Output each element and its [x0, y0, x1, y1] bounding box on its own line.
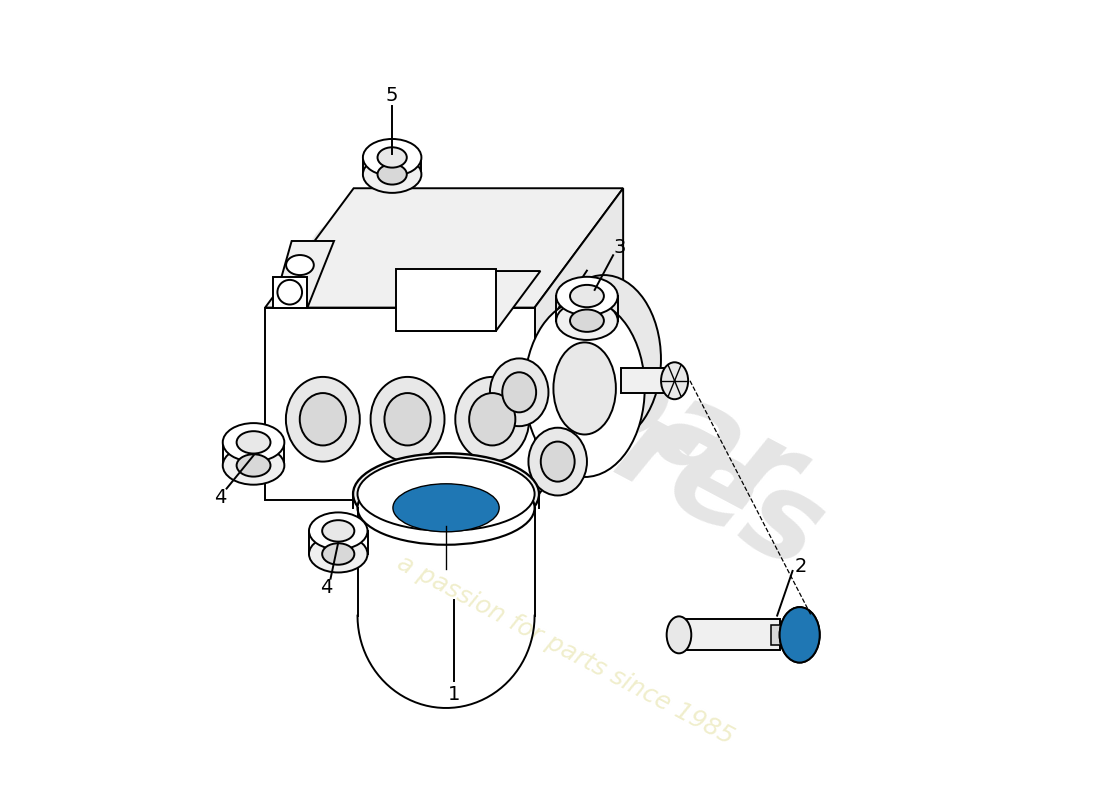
Text: 1: 1	[448, 685, 460, 704]
Ellipse shape	[358, 457, 535, 531]
Polygon shape	[620, 369, 674, 393]
Ellipse shape	[377, 147, 407, 168]
Ellipse shape	[236, 431, 271, 454]
Text: 4: 4	[214, 487, 227, 506]
Ellipse shape	[393, 484, 499, 532]
Ellipse shape	[490, 358, 549, 426]
Text: 3: 3	[613, 238, 626, 257]
Ellipse shape	[780, 607, 820, 662]
Ellipse shape	[363, 139, 421, 176]
Text: europar: europar	[283, 182, 817, 541]
Ellipse shape	[322, 520, 354, 542]
Polygon shape	[679, 619, 780, 650]
Ellipse shape	[309, 535, 367, 573]
Ellipse shape	[309, 513, 367, 550]
Polygon shape	[265, 188, 623, 307]
Ellipse shape	[385, 393, 431, 446]
Text: 5: 5	[386, 86, 398, 106]
Ellipse shape	[528, 428, 587, 495]
Ellipse shape	[358, 471, 535, 545]
Ellipse shape	[222, 446, 284, 485]
Ellipse shape	[455, 377, 529, 462]
Polygon shape	[535, 188, 623, 500]
Ellipse shape	[353, 454, 539, 534]
Ellipse shape	[286, 377, 360, 462]
Ellipse shape	[780, 607, 820, 662]
Polygon shape	[273, 241, 334, 307]
Ellipse shape	[469, 393, 515, 446]
Polygon shape	[273, 277, 307, 307]
Text: 4: 4	[320, 578, 333, 597]
Ellipse shape	[363, 156, 421, 193]
Ellipse shape	[525, 300, 645, 477]
Ellipse shape	[222, 423, 284, 462]
Ellipse shape	[277, 280, 302, 305]
Text: res: res	[596, 390, 843, 594]
Ellipse shape	[299, 393, 346, 446]
Ellipse shape	[371, 377, 444, 462]
Ellipse shape	[557, 277, 618, 315]
Text: 2: 2	[795, 557, 807, 576]
Polygon shape	[396, 269, 496, 330]
Ellipse shape	[406, 490, 486, 526]
Ellipse shape	[570, 310, 604, 332]
Ellipse shape	[286, 255, 313, 275]
Ellipse shape	[557, 302, 618, 340]
Ellipse shape	[541, 442, 574, 482]
Ellipse shape	[553, 342, 616, 434]
Ellipse shape	[503, 372, 536, 412]
Ellipse shape	[547, 275, 661, 443]
Ellipse shape	[667, 616, 691, 654]
Ellipse shape	[661, 362, 689, 399]
Polygon shape	[771, 625, 783, 645]
Ellipse shape	[236, 454, 271, 477]
Ellipse shape	[322, 543, 354, 565]
Polygon shape	[265, 307, 535, 500]
Ellipse shape	[570, 285, 604, 307]
Text: a passion for parts since 1985: a passion for parts since 1985	[393, 551, 738, 750]
Ellipse shape	[377, 164, 407, 185]
Polygon shape	[396, 271, 540, 330]
